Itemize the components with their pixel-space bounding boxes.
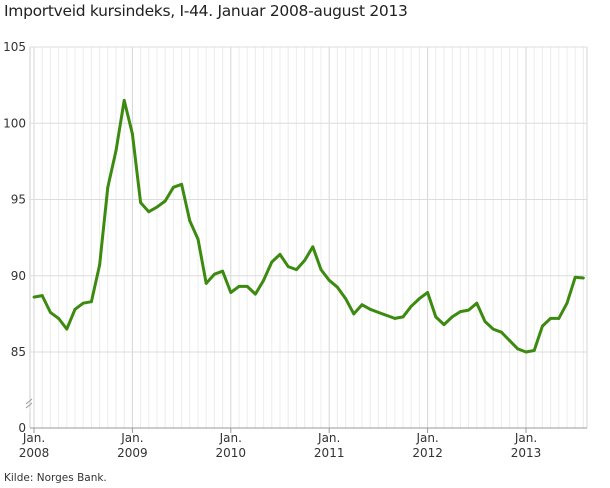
data-point [196,237,200,241]
data-point [442,323,446,326]
data-point [401,315,405,319]
data-point [73,307,77,311]
data-point [155,205,159,209]
data-point [573,275,577,279]
data-point [565,301,569,305]
x-tick-month: Jan. [415,431,438,445]
data-point [262,278,265,282]
data-point [213,272,216,276]
data-point [131,132,134,136]
data-point [409,304,413,308]
y-tick-label: 100 [3,116,26,130]
series-line [33,98,584,354]
data-point [344,297,347,301]
x-tick-year: 2011 [314,446,345,460]
x-tick-year: 2010 [216,446,247,460]
data-point [360,303,364,307]
y-tick-label: 0 [18,421,26,435]
data-point [434,315,438,319]
data-point [295,268,298,272]
data-point [286,265,290,268]
data-point [229,291,233,294]
x-tick-month: Jan. [22,431,45,445]
data-point [467,308,470,312]
x-tick-year: 2013 [511,446,542,460]
data-point [483,320,487,323]
data-point [81,301,85,305]
data-point [557,317,561,320]
data-point [336,285,339,289]
data-point [188,219,192,223]
data-point [303,259,306,262]
data-point [122,98,126,102]
data-point [270,260,274,264]
data-point [508,339,511,342]
data-point [49,310,52,314]
x-tick-month: Jan. [120,431,143,445]
data-point [450,315,454,319]
y-tick-label: 95 [11,193,26,207]
data-point [204,281,208,285]
data-point [40,294,44,297]
x-tick-month: Jan. [514,431,537,445]
axis-break-icon [25,398,33,409]
data-point [57,317,60,320]
data-point [475,301,479,305]
y-tick-label: 85 [11,345,26,359]
data-point [139,201,143,204]
data-point [278,253,282,256]
data-point [582,276,585,280]
data-point [106,185,110,189]
x-tick-year: 2012 [412,446,443,460]
chart-title: Importveid kursindeks, I-44. Januar 2008… [4,2,408,20]
data-point [500,330,503,334]
data-point [65,327,69,331]
data-point [426,291,429,294]
data-point [319,268,323,272]
y-tick-label: 105 [3,40,26,54]
data-point [418,297,421,301]
data-point [245,285,249,288]
data-point [311,245,315,249]
source-note: Kilde: Norges Bank. [4,472,107,484]
data-point [352,312,356,316]
data-point [114,149,118,153]
data-point [98,263,101,267]
data-point [163,199,167,203]
data-point [385,314,388,317]
data-point [459,310,462,313]
data-point [516,347,520,351]
data-point [368,307,372,311]
data-point [549,317,552,320]
x-tick-year: 2008 [19,446,50,460]
data-point [147,210,151,214]
data-point [532,349,536,352]
data-point [172,185,175,189]
data-point [491,327,495,331]
data-point [221,269,225,273]
data-point [32,295,36,299]
x-tick-year: 2009 [117,446,148,460]
data-point [237,285,241,288]
data-point [377,310,380,314]
data-point [254,292,257,296]
data-point [327,278,331,282]
data-point [180,182,184,186]
data-point [393,317,397,320]
data-point [524,350,528,354]
y-tick-label: 90 [11,269,26,283]
x-tick-month: Jan. [219,431,242,445]
x-tick-month: Jan. [317,431,340,445]
data-point [90,300,93,304]
data-point [541,324,544,328]
